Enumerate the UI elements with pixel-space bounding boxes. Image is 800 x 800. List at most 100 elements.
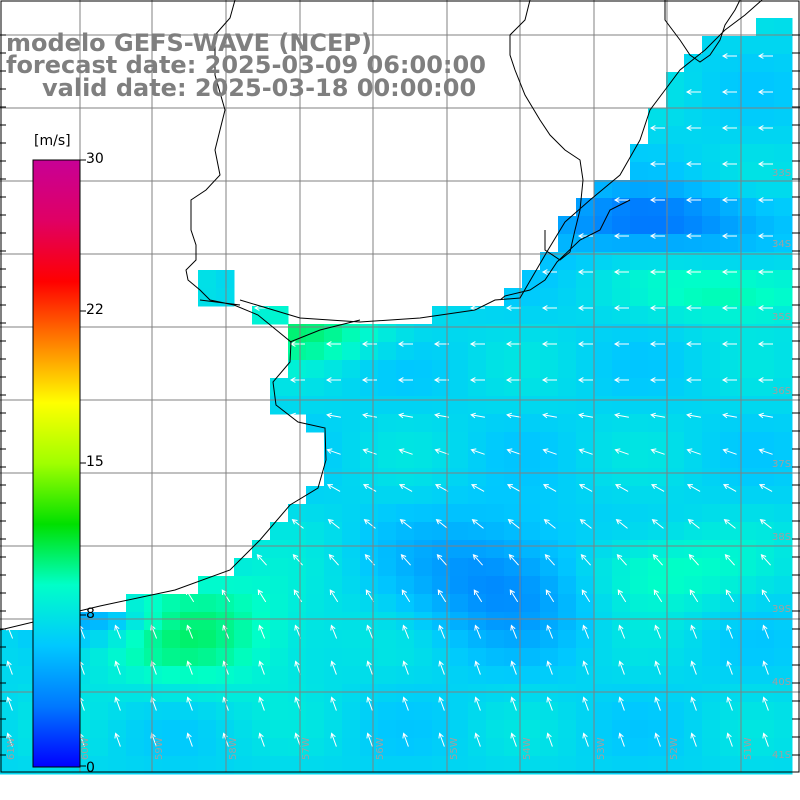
wind-arrow — [186, 660, 193, 675]
wind-arrow — [6, 696, 13, 711]
wind-arrow — [726, 696, 733, 711]
wind-arrow — [291, 518, 304, 529]
wind-arrow — [434, 484, 449, 492]
wind-arrow — [329, 589, 339, 603]
longitude-label: 51W — [743, 737, 754, 760]
wind-arrow — [474, 660, 481, 675]
wind-arrow — [397, 377, 413, 383]
colorbar-ticks — [80, 159, 86, 767]
wind-arrow — [577, 341, 593, 347]
wind-arrow — [685, 269, 701, 275]
wind-arrow — [402, 624, 410, 639]
wind-arrow — [652, 554, 663, 566]
longitude-label: 56W — [375, 737, 386, 760]
wind-arrow — [366, 696, 373, 711]
wind-arrow — [577, 233, 593, 239]
wind-arrow — [256, 554, 267, 566]
wind-arrow — [402, 732, 409, 747]
wind-arrow — [723, 518, 736, 529]
wind-arrow — [541, 341, 557, 347]
wind-arrow — [721, 341, 737, 347]
wind-arrow — [726, 660, 733, 675]
wind-arrow — [613, 377, 629, 383]
wind-arrow — [757, 341, 773, 347]
wind-arrow — [470, 412, 485, 419]
wind-arrow — [507, 518, 520, 529]
wind-arrow — [614, 484, 629, 492]
wind-arrow — [722, 412, 737, 419]
longitude-label: 61W — [6, 737, 17, 760]
wind-arrow — [649, 269, 665, 275]
colorbar — [32, 159, 81, 768]
wind-arrow — [6, 660, 13, 675]
wind-arrow — [762, 660, 769, 675]
lat-lon-grid — [0, 0, 800, 772]
wind-arrow — [510, 624, 518, 639]
wind-arrow — [326, 484, 341, 492]
wind-speed-field — [0, 18, 793, 775]
wind-arrow — [6, 732, 13, 747]
wind-arrow — [721, 233, 737, 239]
wind-arrow — [365, 589, 375, 603]
wind-arrow — [578, 448, 593, 455]
wind-arrow — [541, 377, 557, 383]
wind-arrow — [687, 518, 700, 529]
wind-arrow — [724, 554, 735, 566]
wind-arrow — [436, 554, 447, 566]
wind-arrow — [290, 412, 305, 419]
wind-arrow — [689, 589, 699, 603]
wind-arrow — [721, 89, 737, 95]
longitude-label: 57W — [301, 737, 312, 760]
longitude-label: 55W — [449, 737, 460, 760]
wind-arrow — [546, 660, 553, 675]
wind-arrow — [505, 377, 521, 383]
wind-arrow — [757, 377, 773, 383]
latitude-label: 33S — [772, 168, 791, 179]
longitude-label: 52W — [669, 737, 680, 760]
wind-arrow — [654, 732, 661, 747]
wind-arrow — [546, 624, 554, 639]
wind-arrow — [546, 696, 553, 711]
wind-arrow — [618, 732, 625, 747]
wind-arrow — [506, 448, 521, 455]
wind-arrow — [362, 448, 377, 455]
wind-arrow — [326, 412, 341, 419]
wind-arrow — [470, 448, 485, 455]
wind-arrow — [330, 732, 337, 747]
wind-arrow — [721, 197, 737, 203]
wind-arrow — [509, 589, 519, 603]
wind-arrow — [757, 53, 773, 59]
latitude-label: 41S — [772, 750, 791, 761]
wind-arrow — [685, 161, 701, 167]
wind-arrow — [541, 305, 557, 311]
colorbar-unit: [m/s] — [34, 133, 71, 149]
wind-arrow — [258, 624, 266, 639]
wind-arrow — [362, 484, 377, 492]
wind-arrow — [399, 518, 412, 529]
wind-arrow — [761, 589, 771, 603]
wind-arrow — [469, 341, 485, 347]
wind-arrow — [546, 732, 553, 747]
wind-arrow — [397, 341, 413, 347]
valid-date: valid date: 2025-03-18 00:00:00 — [42, 74, 477, 102]
wind-arrow — [618, 624, 626, 639]
wind-arrow — [759, 518, 772, 529]
wind-arrow — [615, 518, 628, 529]
wind-arrow — [613, 341, 629, 347]
wind-arrow — [690, 624, 698, 639]
wind-arrow — [762, 624, 770, 639]
wind-arrow — [437, 589, 447, 603]
wind-arrow — [614, 448, 629, 455]
wind-arrow — [434, 448, 449, 455]
wind-arrow — [474, 624, 482, 639]
wind-arrow — [366, 624, 374, 639]
wind-arrow — [186, 696, 193, 711]
wind-arrow — [292, 554, 303, 566]
wind-arrow — [690, 660, 697, 675]
wind-arrow — [649, 305, 665, 311]
wind-arrow — [186, 624, 194, 639]
wind-arrow — [366, 732, 373, 747]
wind-arrow — [470, 484, 485, 492]
wind-arrow — [757, 233, 773, 239]
